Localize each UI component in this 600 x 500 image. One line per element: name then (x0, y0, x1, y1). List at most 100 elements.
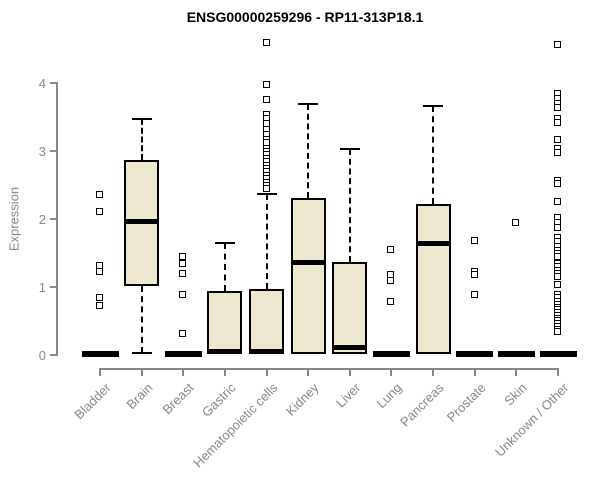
outlier-point (554, 135, 561, 143)
median-line (124, 218, 160, 224)
upper-whisker-cap (298, 103, 319, 106)
median-line (290, 260, 326, 266)
upper-whisker (140, 119, 143, 161)
x-axis-tick (557, 368, 559, 376)
upper-whisker-cap (131, 118, 152, 121)
upper-whisker-cap (339, 148, 360, 151)
y-tick-label: 1 (38, 280, 46, 295)
median-line (207, 349, 243, 355)
x-tick-label: Skin (501, 380, 530, 409)
y-axis-tick (50, 286, 56, 288)
outlier-point (387, 245, 395, 253)
outlier-point (554, 327, 561, 335)
y-tick-label: 0 (38, 348, 46, 363)
x-axis-line (99, 368, 559, 370)
box-iqr (332, 261, 368, 354)
median-line (415, 240, 451, 246)
chart-title: ENSG00000259296 - RP11-313P18.1 (186, 9, 424, 25)
x-tick-label: Gastric (198, 380, 239, 420)
x-axis-tick (307, 368, 310, 376)
upper-whisker (265, 193, 268, 290)
box-iqr (249, 289, 285, 354)
outlier-point (179, 260, 187, 268)
median-line (249, 349, 285, 355)
y-tick-label: 4 (38, 76, 46, 91)
lower-whisker-cap (131, 351, 152, 354)
lower-whisker (140, 286, 143, 353)
outlier-point (96, 302, 103, 310)
x-tick-label: Lung (374, 380, 406, 412)
outlier-point (387, 276, 395, 284)
outlier-point (554, 118, 561, 126)
outlier-point (512, 218, 520, 226)
outlier-point (554, 281, 561, 289)
outlier-point (96, 294, 103, 302)
outlier-point (262, 185, 270, 193)
outlier-point (387, 297, 395, 305)
outlier-point (96, 190, 103, 198)
outlier-point (554, 40, 561, 48)
x-axis-tick (140, 368, 143, 376)
outlier-point (470, 271, 478, 279)
zero-bar (456, 351, 494, 357)
outlier-point (554, 149, 561, 157)
outlier-point (262, 95, 270, 103)
outlier-point (96, 268, 103, 276)
outlier-point (554, 180, 561, 187)
box-iqr (207, 290, 243, 354)
zero-bar (164, 351, 202, 357)
outlier-point (470, 237, 478, 245)
x-tick-label: Brain (123, 380, 156, 413)
outlier-point (179, 253, 187, 261)
x-tick-label: Prostate (443, 380, 489, 425)
upper-whisker (223, 243, 226, 291)
y-axis-tick (50, 82, 56, 84)
x-tick-label: Pancreas (397, 380, 447, 430)
upper-whisker-cap (214, 242, 235, 245)
outlier-point (96, 207, 103, 215)
y-tick-label: 2 (38, 212, 46, 227)
y-axis-tick (50, 218, 56, 220)
box-iqr (415, 204, 451, 354)
upper-whisker-cap (423, 105, 444, 108)
median-line (332, 344, 368, 350)
x-axis-tick (432, 368, 435, 376)
upper-whisker-cap (256, 192, 277, 195)
outlier-point (96, 261, 103, 269)
zero-bar (497, 351, 535, 357)
outlier-point (554, 252, 561, 260)
x-axis-tick (99, 368, 101, 376)
zero-bar (81, 351, 119, 357)
x-axis-tick (473, 368, 476, 376)
y-axis-tick (50, 354, 56, 356)
zero-bar (372, 351, 410, 357)
outlier-point (554, 103, 561, 111)
x-axis-tick (265, 368, 268, 376)
x-tick-label: Breast (159, 380, 197, 418)
outlier-point (470, 290, 478, 298)
x-tick-label: Liver (332, 380, 364, 411)
outlier-point (179, 329, 187, 337)
x-tick-label: Bladder (71, 380, 114, 423)
box-iqr (290, 197, 326, 354)
x-tick-label: Kidney (283, 380, 322, 419)
outlier-point (554, 273, 561, 281)
x-tick-label: Unknown / Other (492, 380, 572, 460)
outlier-point (262, 80, 270, 88)
upper-whisker (307, 104, 310, 198)
x-axis-tick (348, 368, 351, 376)
outlier-point (554, 197, 561, 205)
y-axis-tick (50, 150, 56, 152)
x-axis-tick (390, 368, 393, 376)
outlier-point (554, 223, 561, 231)
x-axis-tick (515, 368, 518, 376)
upper-whisker (348, 149, 351, 262)
outlier-point (179, 290, 187, 298)
x-axis-tick (182, 368, 185, 376)
upper-whisker (432, 106, 435, 205)
zero-bar (539, 351, 577, 357)
y-axis-line (56, 82, 58, 356)
y-tick-label: 3 (38, 144, 46, 159)
x-axis-tick (223, 368, 226, 376)
